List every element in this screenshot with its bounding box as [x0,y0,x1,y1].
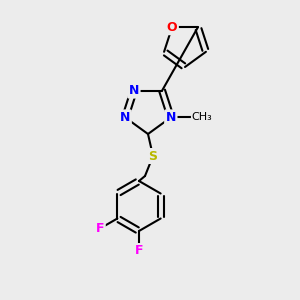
Text: F: F [135,244,143,257]
Text: S: S [148,149,158,163]
Text: F: F [96,222,104,235]
Text: N: N [166,111,176,124]
Text: O: O [167,21,177,34]
Text: CH₃: CH₃ [192,112,213,122]
Text: N: N [129,84,139,97]
Text: N: N [120,111,130,124]
